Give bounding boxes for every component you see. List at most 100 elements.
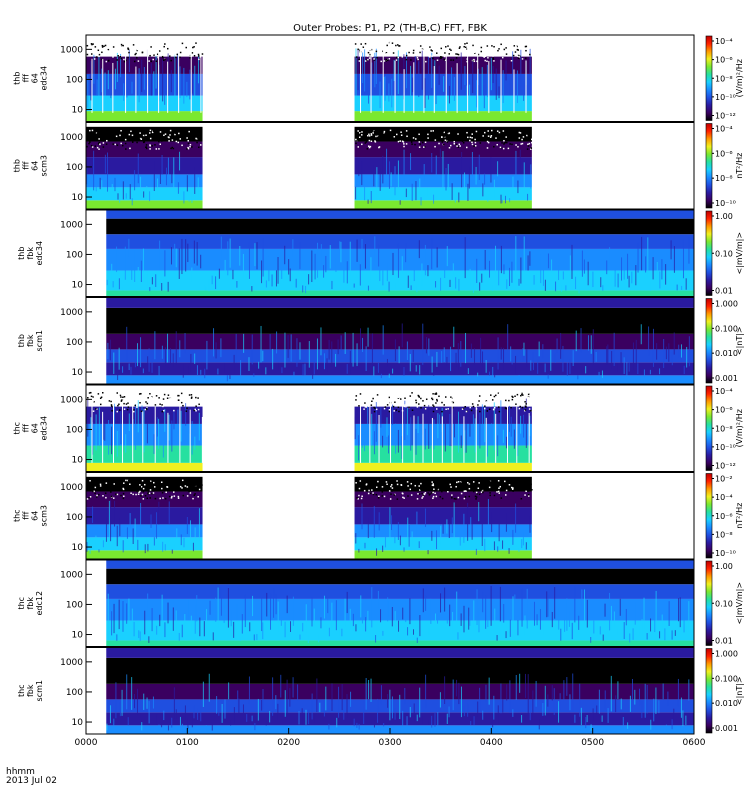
spectrogram-stripe [563,680,565,700]
spectrogram-speckle [470,409,473,412]
spectrogram-stripe [599,626,601,635]
spectrogram-speckle [128,133,131,136]
spectrogram-stripe [416,286,418,293]
spectrogram-stripe [421,263,423,287]
spectrogram-stripe [617,681,619,699]
spectrogram-speckle [383,60,386,62]
spectrogram-stripe [120,53,122,78]
spectrogram-stripe [463,513,465,543]
spectrogram-stripe [284,332,286,368]
spectrogram-speckle [198,58,200,61]
spectrogram-stripe [461,151,463,188]
spectrogram-stripe [134,693,136,709]
spectrogram-speckle [89,480,91,482]
spectrogram-stripe [647,237,649,278]
spectrogram-band [86,445,203,463]
spectrogram-stripe [464,237,466,279]
spectrogram-stripe [607,344,609,365]
spectrogram-speckle [452,59,455,61]
spectrogram-stripe [412,629,414,635]
spectrogram-speckle [466,42,468,44]
spectrogram-speckle [477,53,480,56]
spectrogram-speckle [491,45,493,47]
spectrogram-stripe [98,407,100,446]
spectrogram-speckle [187,484,190,487]
spectrogram-stripe [519,149,521,169]
spectrogram-stripe [652,328,654,367]
spectrogram-stripe [523,414,525,438]
spectrogram-stripe [362,52,364,84]
spectrogram-stripe [590,335,592,354]
spectrogram-stripe [427,187,429,196]
spectrogram-stripe [126,77,128,98]
spectrogram-stripe [360,595,362,618]
spectrogram-speckle [130,130,132,133]
spectrogram-speckle [486,392,489,395]
spectrogram-speckle [527,490,530,492]
spectrogram-stripe [93,54,95,84]
spectrogram-stripe [663,339,665,369]
spectrogram-stripe [367,78,369,104]
x-tick-label: 0600 [683,738,706,748]
spectrogram-stripe [521,588,523,627]
spectrogram-speckle [98,51,100,54]
spectrogram-stripe [650,719,652,730]
spectrogram-stripe [569,255,571,273]
spectrogram-speckle [130,139,132,141]
y-tick-label: 1000 [60,45,83,55]
colorbar [705,385,713,471]
spectrogram-speckle [466,146,468,149]
spectrogram-speckle [453,136,455,138]
spectrogram-speckle [93,490,95,493]
spectrogram-speckle [510,406,512,409]
spectrogram-stripe [458,546,460,551]
spectrogram-speckle [362,46,365,48]
spectrogram-speckle [460,402,462,404]
spectrogram-stripe [559,693,561,710]
spectrogram-stripe [392,252,394,276]
spectrogram-stripe [411,531,413,547]
spectrogram-speckle [441,497,444,500]
spectrogram-speckle [113,483,115,485]
spectrogram-speckle [402,492,404,495]
spectrogram-speckle [487,135,490,137]
spectrogram-speckle [132,398,134,400]
spectrogram-speckle [140,48,142,50]
spectrogram-speckle [364,42,367,45]
spectrogram-speckle [370,133,373,135]
spectrogram-stripe [526,349,528,367]
spectrogram-speckle [179,138,182,140]
spectrogram-speckle [355,142,357,145]
spectrogram-speckle [455,143,458,146]
spectrogram-speckle [407,485,409,487]
spectrogram-stripe [470,343,472,358]
spectrogram-speckle [159,497,161,500]
spectrogram-stripe [258,361,260,369]
spectrogram-speckle [364,142,367,144]
spectrogram-stripe [497,705,499,725]
spectrogram-stripe [561,284,563,292]
spectrogram-speckle [193,46,195,48]
spectrogram-speckle [511,395,513,398]
spectrogram-stripe [579,683,581,717]
spectrogram-speckle [180,401,183,404]
spectrogram-speckle [183,48,185,51]
spectrogram-stripe [289,268,291,282]
spectrogram-speckle [368,50,370,52]
spectrogram-stripe [134,518,136,543]
colorbar-tick-label: 10⁻¹⁰ [715,549,736,558]
spectrogram-stripe [193,705,195,719]
spectrogram-stripe [153,71,155,101]
spectrogram-stripe [277,362,279,371]
colorbar-tick-label: 10⁻⁴ [715,37,733,46]
spectrogram-speckle [519,405,521,408]
spectrogram-speckle [156,53,159,56]
spectrogram-stripe [180,410,182,442]
spectrogram-speckle [199,136,201,139]
spectrogram-speckle [145,401,147,403]
spectrogram-stripe [223,602,225,623]
spectrogram-stripe [406,716,408,727]
spectrogram-stripe [275,270,277,287]
spectrogram-speckle [101,44,104,47]
spectrogram-stripe [544,685,546,716]
